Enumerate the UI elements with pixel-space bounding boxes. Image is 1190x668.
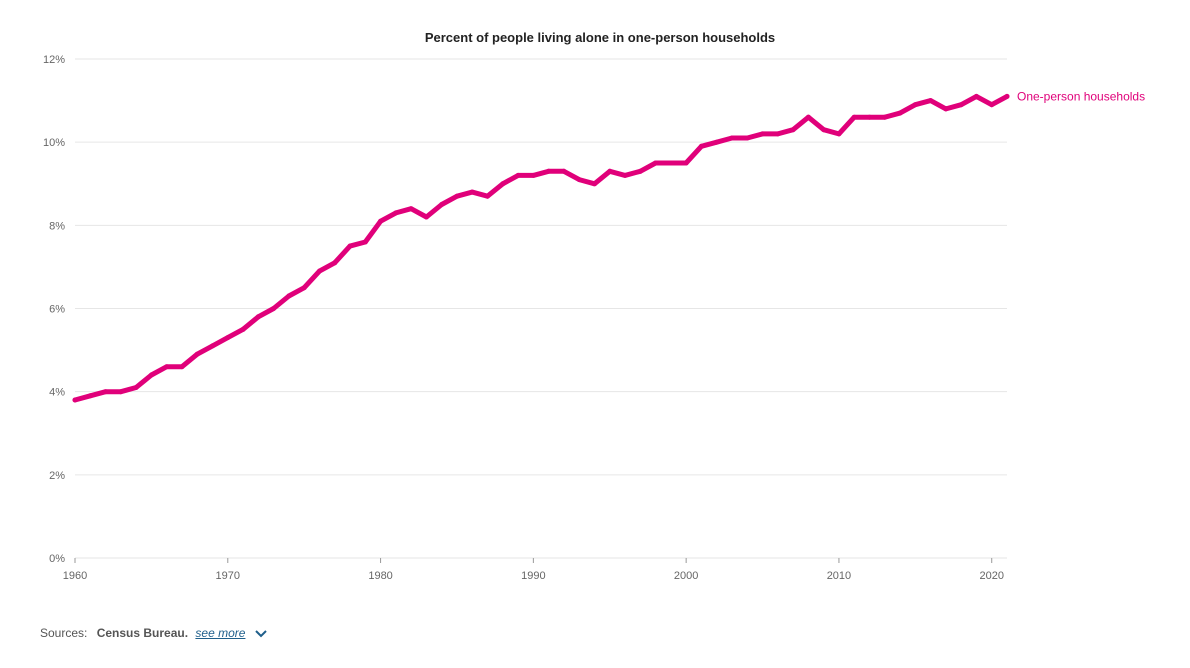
data-point[interactable] [103, 389, 109, 395]
data-point[interactable] [286, 293, 292, 299]
data-point[interactable] [87, 393, 93, 399]
data-point[interactable] [897, 110, 903, 116]
y-tick-label: 0% [49, 553, 65, 565]
data-point[interactable] [347, 243, 353, 249]
data-point[interactable] [928, 98, 934, 104]
x-tick-label: 1980 [368, 570, 392, 582]
data-point[interactable] [760, 131, 765, 137]
see-more-link[interactable]: see more [195, 626, 246, 640]
data-point[interactable] [179, 364, 185, 370]
data-point[interactable] [133, 385, 139, 390]
data-point[interactable] [469, 189, 475, 195]
data-point[interactable] [744, 135, 750, 141]
data-point[interactable] [301, 285, 307, 291]
data-point[interactable] [240, 326, 246, 332]
data-point[interactable] [194, 351, 200, 357]
data-point[interactable] [500, 181, 506, 187]
x-tick-label: 2000 [674, 570, 698, 582]
data-point[interactable] [668, 160, 674, 166]
data-point[interactable] [439, 202, 445, 207]
data-point[interactable] [714, 139, 720, 145]
y-tick-label: 6% [49, 304, 65, 316]
data-point[interactable] [378, 218, 384, 224]
x-tick-label: 2010 [827, 570, 851, 582]
data-point[interactable] [851, 114, 857, 120]
y-tick-label: 12% [43, 54, 65, 66]
data-point[interactable] [836, 131, 842, 137]
data-point[interactable] [148, 372, 154, 378]
data-point[interactable] [317, 268, 322, 274]
axis-labels: 0% 2% 4% 6% 8% 10% 12% 1960 1970 1980 1990 2000 2010… [43, 54, 1004, 582]
data-point[interactable] [485, 193, 490, 199]
data-point[interactable] [821, 127, 827, 133]
x-tick-label: 1970 [216, 570, 240, 582]
data-point[interactable] [882, 114, 888, 120]
data-point[interactable] [423, 214, 429, 220]
data-point[interactable] [958, 102, 964, 108]
data-point[interactable] [515, 172, 521, 178]
data-point[interactable] [255, 314, 261, 320]
x-tick-label: 1960 [63, 570, 87, 582]
data-point[interactable] [592, 181, 597, 187]
data-point[interactable] [561, 168, 567, 174]
data-point[interactable] [164, 364, 170, 370]
sources-label: Sources: [40, 626, 88, 640]
x-tick-label: 1990 [521, 570, 545, 582]
y-tick-label: 2% [49, 470, 65, 482]
data-point[interactable] [943, 106, 949, 112]
data-point[interactable] [973, 93, 979, 99]
data-point[interactable] [576, 177, 582, 183]
gridlines [75, 58, 1007, 559]
data-point[interactable] [867, 114, 872, 120]
data-point[interactable] [454, 193, 460, 199]
data-point[interactable] [408, 206, 414, 212]
data-point[interactable] [683, 160, 689, 166]
data-point[interactable] [653, 160, 659, 166]
y-tick-label: 4% [49, 387, 65, 399]
data-point[interactable] [775, 131, 781, 137]
y-tick-label: 10% [43, 137, 65, 149]
data-point[interactable] [72, 397, 78, 403]
line-chart: 0% 2% 4% 6% 8% 10% 12% 1960 1970 1980 1990 2000 2010… [43, 54, 1145, 582]
series-line-one-person-households [72, 93, 1010, 403]
data-point[interactable] [393, 210, 399, 216]
data-point[interactable] [118, 389, 124, 395]
data-point[interactable] [698, 143, 704, 149]
data-point[interactable] [729, 135, 735, 141]
data-point[interactable] [271, 306, 277, 311]
chart-title: Percent of people living alone in one-pe… [424, 30, 776, 45]
data-point[interactable] [989, 102, 995, 108]
data-point[interactable] [530, 172, 536, 178]
data-point[interactable] [1004, 93, 1010, 99]
data-point[interactable] [362, 239, 368, 245]
data-point[interactable] [805, 114, 811, 120]
series-layer: One-person households [72, 89, 1145, 403]
series-label: One-person households [1017, 89, 1145, 103]
source-name: Census Bureau. [96, 626, 189, 640]
data-point[interactable] [607, 168, 613, 174]
data-point[interactable] [546, 168, 552, 174]
data-point[interactable] [637, 168, 643, 174]
data-point[interactable] [912, 102, 918, 108]
data-point[interactable] [225, 335, 231, 341]
chevron-down-icon[interactable] [255, 627, 267, 641]
y-tick-label: 8% [49, 220, 65, 232]
data-point[interactable] [210, 343, 215, 349]
data-point[interactable] [622, 172, 628, 178]
data-point[interactable] [790, 127, 796, 133]
data-point[interactable] [332, 260, 338, 266]
x-tick-label: 2020 [979, 570, 1003, 582]
sources-footer: Sources: Census Bureau. see more [40, 626, 267, 641]
